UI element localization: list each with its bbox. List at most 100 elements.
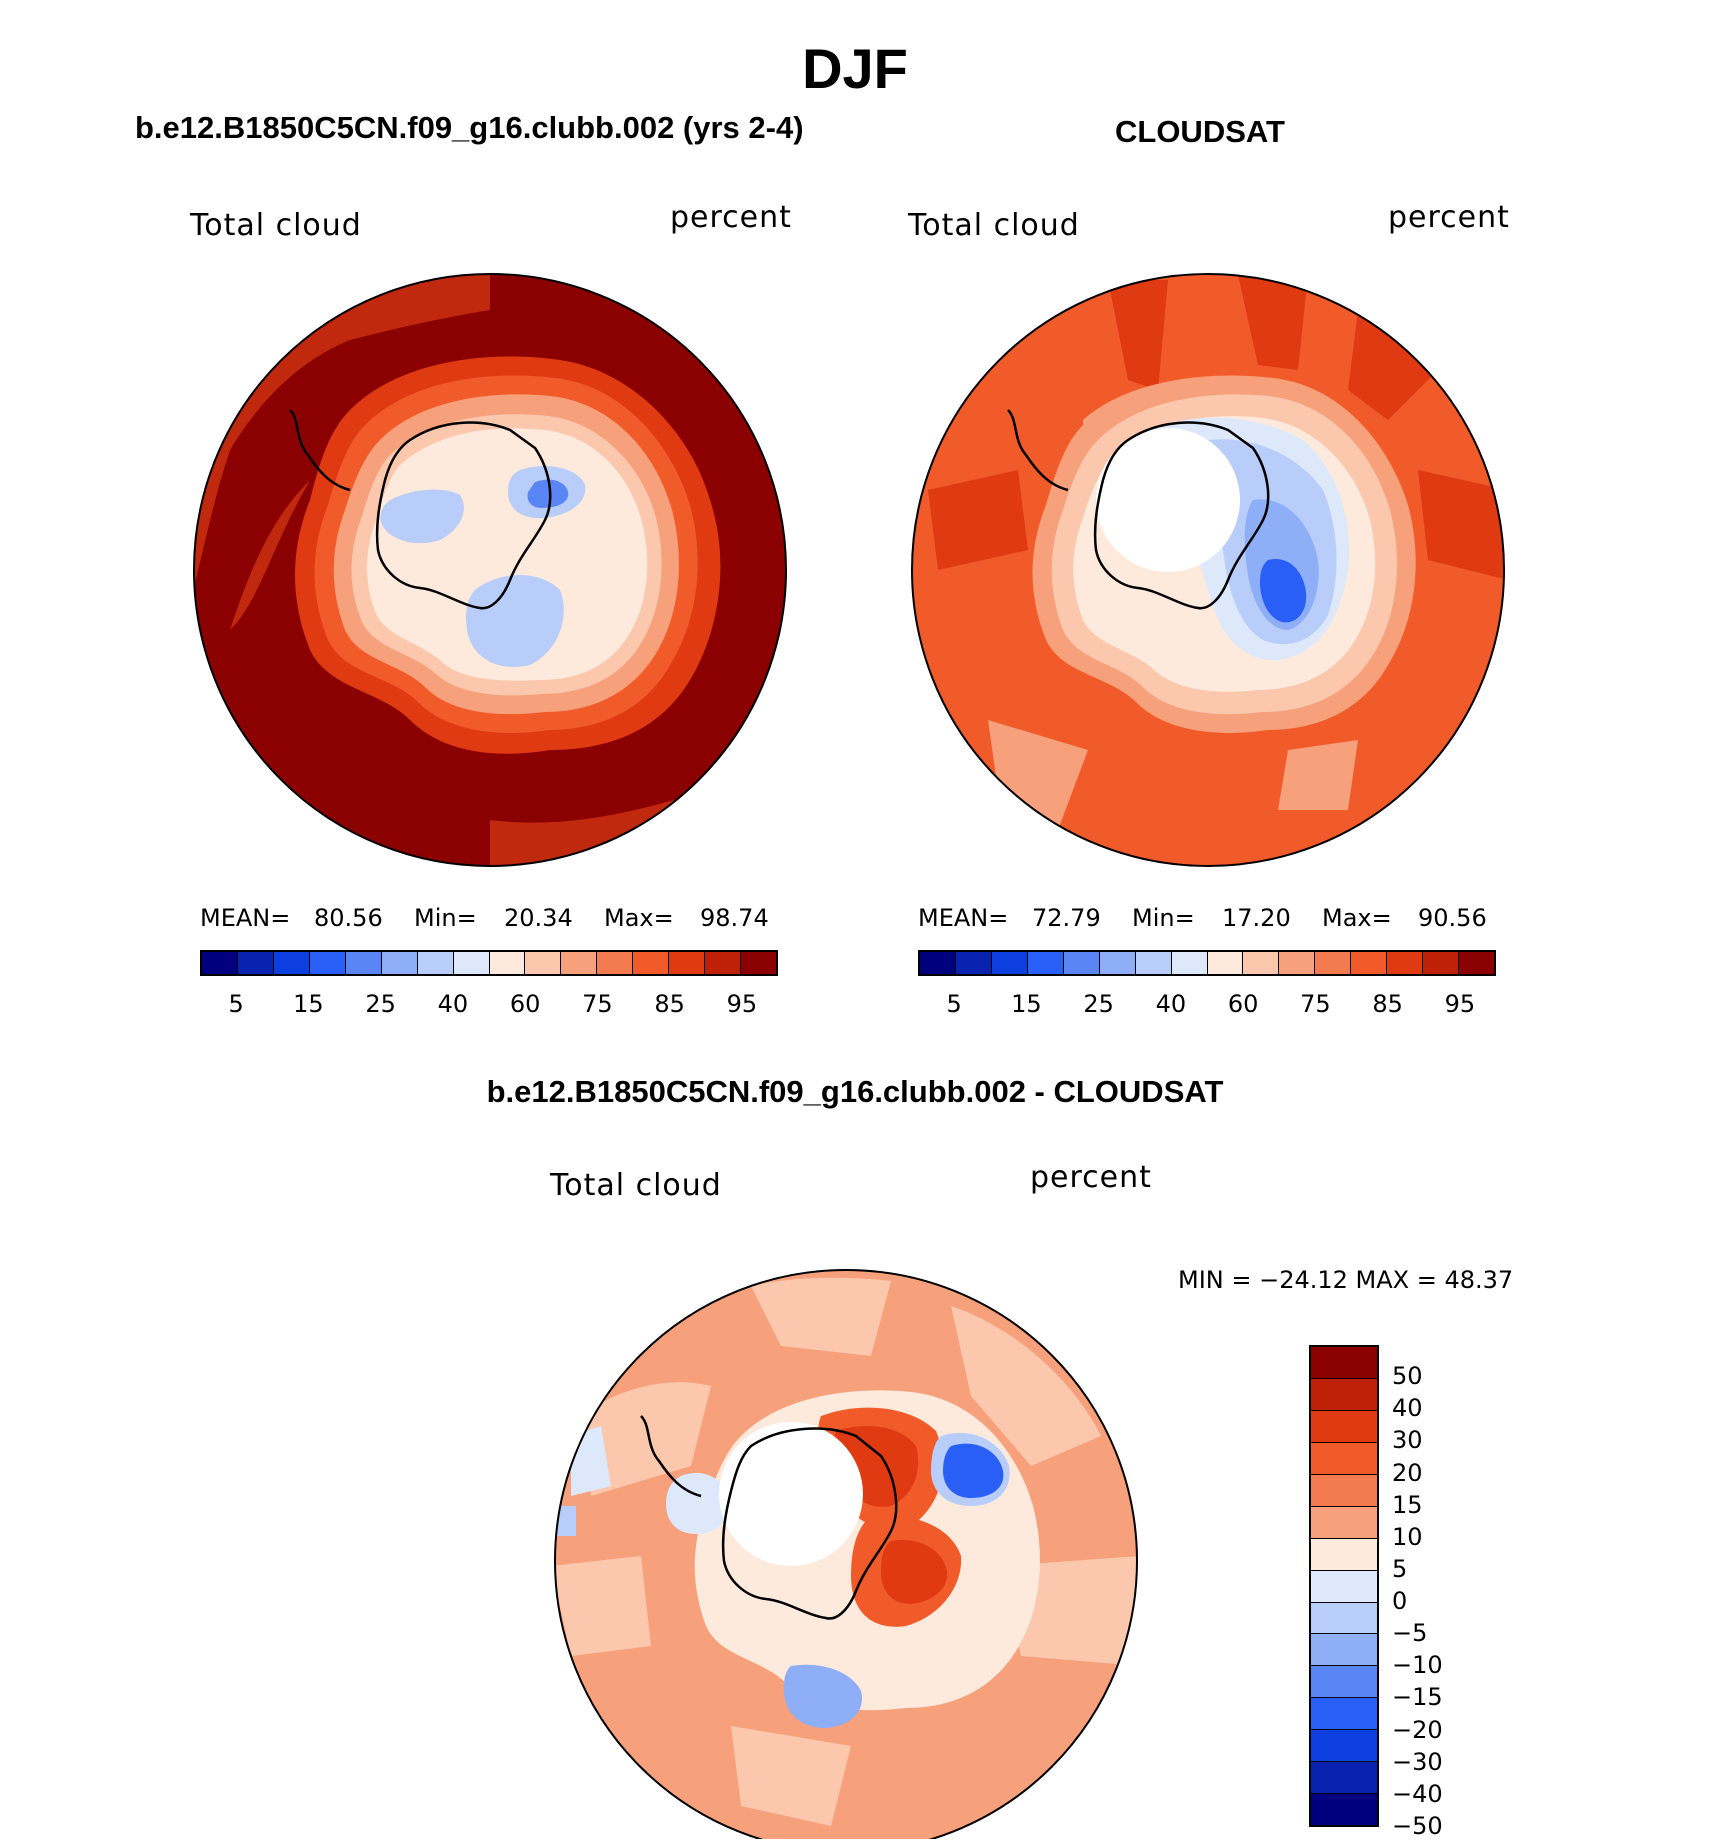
obs-max-label: Max= <box>1322 904 1392 932</box>
colorbar-tick-label: 25 <box>365 990 396 1018</box>
colorbar-tick-label: 30 <box>1392 1426 1423 1455</box>
colorbar-tick-label: −30 <box>1392 1747 1443 1776</box>
colorbar-swatch <box>1279 952 1316 974</box>
map-fill <box>571 1426 611 1496</box>
colorbar-tick-label: −15 <box>1392 1683 1443 1712</box>
colorbar-swatch <box>1027 952 1064 974</box>
coastline <box>1093 421 1270 610</box>
colorbar-swatch <box>1311 1794 1377 1826</box>
map-fill <box>951 1306 1101 1466</box>
coastline-peninsula <box>289 409 351 492</box>
map-fill <box>928 470 1028 570</box>
colorbar-swatch <box>525 952 562 974</box>
map-fill <box>943 1443 1004 1498</box>
colorbar-tick-label: −20 <box>1392 1715 1443 1744</box>
colorbar-swatch <box>1311 1730 1377 1763</box>
colorbar-tick-label: 5 <box>946 990 962 1018</box>
model-variable-label: Total cloud <box>190 208 362 243</box>
colorbar-tick-label: 40 <box>1392 1394 1423 1423</box>
colorbar-tick-label: 40 <box>1155 990 1187 1018</box>
colorbar-swatch <box>597 952 634 974</box>
map-fill <box>1418 470 1504 580</box>
obs-panel-title: CLOUDSAT <box>1115 114 1285 149</box>
colorbar-swatch <box>1311 1538 1377 1571</box>
coastline <box>721 1427 898 1620</box>
colorbar-tick-label: 95 <box>726 990 758 1018</box>
obs-mean-value: 72.79 <box>1032 904 1101 932</box>
colorbar-tick-label: 40 <box>437 990 469 1018</box>
colorbar-tick-label: 95 <box>1444 990 1476 1018</box>
map-fill <box>230 480 310 630</box>
map-fill <box>1278 740 1358 810</box>
diff-panel-title: b.e12.B1850C5CN.f09_g16.clubb.002 - CLOU… <box>486 1074 1224 1109</box>
map-fill <box>1348 310 1448 420</box>
colorbar-swatch <box>489 952 526 974</box>
colorbar-swatch <box>1135 952 1172 974</box>
coastline <box>375 421 552 610</box>
colorbar-swatch <box>1311 1442 1377 1475</box>
colorbar-swatch <box>1423 952 1460 974</box>
colorbar-tick-label: 75 <box>1300 990 1331 1018</box>
colorbar-swatch <box>1311 1634 1377 1667</box>
colorbar-swatch <box>273 952 310 974</box>
model-mean-value: 80.56 <box>314 904 383 932</box>
obs-polar-map <box>911 273 1505 867</box>
colorbar-swatch <box>1311 1378 1377 1411</box>
colorbar-swatch <box>381 952 418 974</box>
map-fill <box>1108 280 1168 390</box>
colorbar-swatch <box>955 952 992 974</box>
coastline-peninsula <box>1007 409 1069 492</box>
map-fill <box>1260 559 1307 623</box>
map-fill <box>731 1726 851 1826</box>
colorbar-swatch <box>1351 952 1388 974</box>
colorbar-swatch <box>453 952 490 974</box>
colorbar-swatch <box>1243 952 1280 974</box>
model-mean-label: MEAN= <box>200 904 291 932</box>
colorbar-swatch <box>237 952 274 974</box>
colorbar-tick-label: 15 <box>1011 990 1042 1018</box>
colorbar-tick-label: 20 <box>1392 1458 1423 1487</box>
obs-max-value: 90.56 <box>1418 904 1487 932</box>
map-fill <box>581 1382 711 1496</box>
colorbar-swatch <box>1311 1410 1377 1443</box>
model-polar-map <box>193 273 787 867</box>
map-fill <box>881 1540 948 1604</box>
diff-variable-label: Total cloud <box>550 1168 722 1203</box>
model-colorbar <box>200 950 778 976</box>
colorbar-swatch <box>633 952 670 974</box>
colorbar-swatch <box>309 952 346 974</box>
colorbar-tick-label: 60 <box>1227 990 1259 1018</box>
colorbar-swatch <box>1311 1570 1377 1603</box>
map-fill <box>490 790 710 866</box>
colorbar-swatch <box>920 952 956 974</box>
colorbar-tick-label: 15 <box>293 990 324 1018</box>
colorbar-swatch <box>1311 1347 1377 1379</box>
map-fill <box>988 720 1088 830</box>
obs-min-value: 17.20 <box>1222 904 1291 932</box>
map-fill <box>555 1556 651 1656</box>
model-max-label: Max= <box>604 904 674 932</box>
colorbar-swatch <box>345 952 382 974</box>
colorbar-swatch <box>1311 1474 1377 1507</box>
colorbar-swatch <box>741 952 776 974</box>
colorbar-swatch <box>561 952 598 974</box>
map-fill <box>1238 275 1308 370</box>
colorbar-tick-label: −5 <box>1392 1619 1428 1648</box>
main-title: DJF <box>802 37 908 100</box>
colorbar-swatch <box>1171 952 1208 974</box>
colorbar-tick-label: 10 <box>1392 1522 1423 1551</box>
colorbar-tick-label: 60 <box>509 990 541 1018</box>
colorbar-swatch <box>1311 1762 1377 1795</box>
colorbar-tick-label: 50 <box>1392 1362 1423 1391</box>
diff-units-label: percent <box>1030 1160 1152 1195</box>
obs-units-label: percent <box>1388 200 1510 235</box>
colorbar-tick-label: 5 <box>1392 1554 1408 1583</box>
colorbar-swatch <box>1311 1666 1377 1699</box>
colorbar-tick-label: 5 <box>228 990 244 1018</box>
colorbar-tick-label: 85 <box>1372 990 1403 1018</box>
diff-polar-map <box>554 1269 1138 1839</box>
obs-min-label: Min= <box>1132 904 1195 932</box>
colorbar-swatch <box>1311 1506 1377 1539</box>
obs-colorbar-ticks: 5 15 25 40 60 75 85 95 <box>918 990 1496 1020</box>
colorbar-tick-label: −40 <box>1392 1779 1443 1808</box>
